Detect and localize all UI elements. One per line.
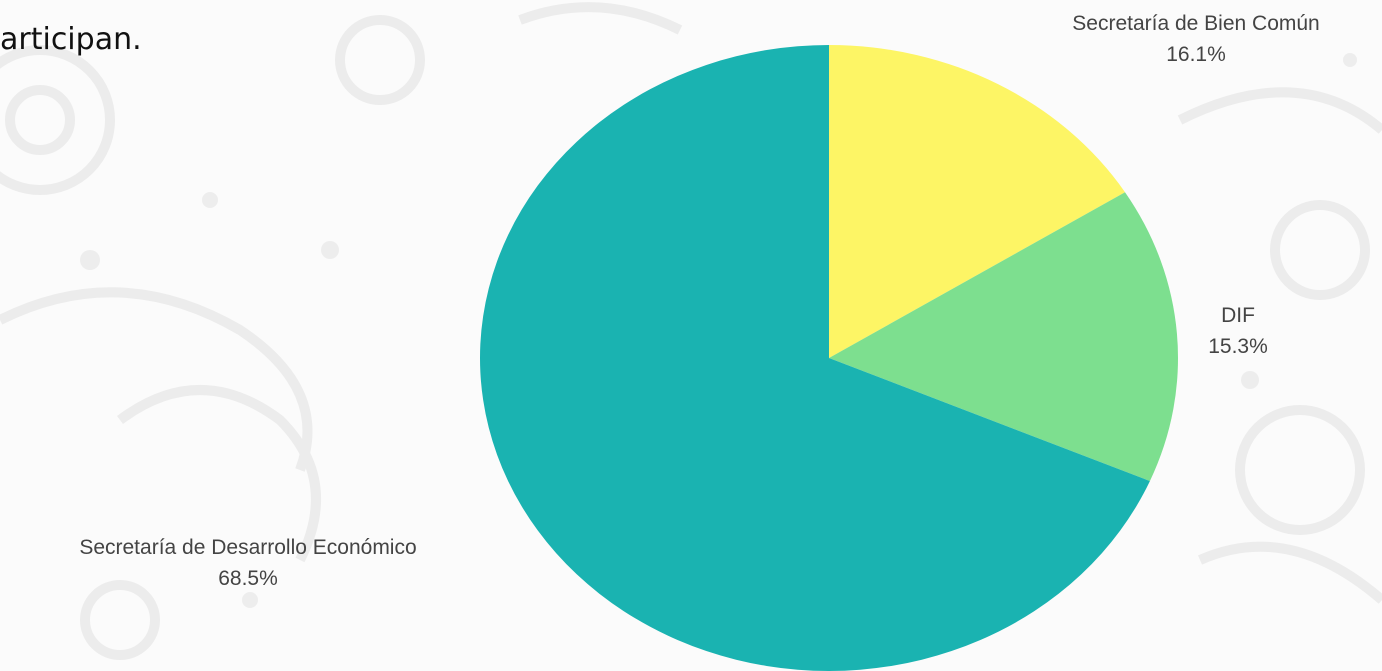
pie-slice-2 (829, 192, 1178, 482)
slice-label-1: Secretaría de Bien Común (1072, 12, 1319, 35)
slice-value-label-1: 16.1% (1166, 43, 1226, 66)
slice-label-3: Secretaría de Desarrollo Económico (79, 536, 416, 559)
slice-value-label-3: 68.5% (218, 567, 278, 590)
slice-label-2: DIF (1221, 304, 1255, 327)
header-text: articipan. (0, 22, 142, 57)
pie-slice-1 (829, 45, 1126, 358)
slice-value-label-2: 15.3% (1208, 335, 1268, 358)
pie-slice-3 (480, 45, 1150, 671)
